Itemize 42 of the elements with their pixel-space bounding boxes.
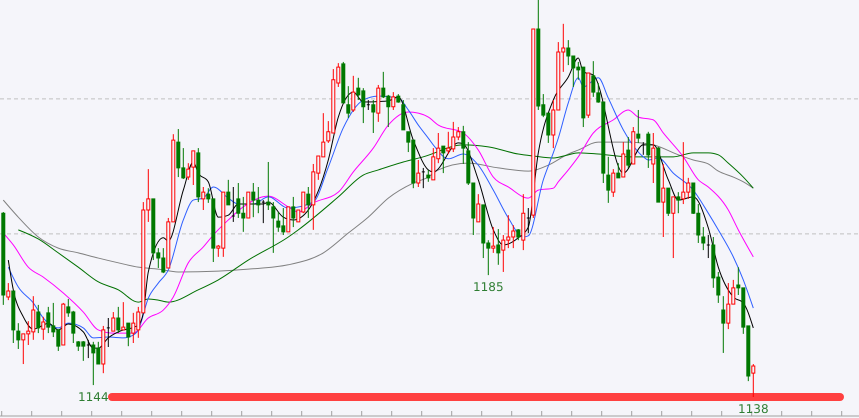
candlestick	[201, 186, 206, 211]
candlestick	[721, 296, 726, 354]
candlestick	[291, 196, 296, 228]
candlestick	[621, 142, 626, 178]
candlestick	[651, 132, 656, 184]
candlestick	[126, 322, 130, 347]
candlestick	[121, 302, 126, 330]
candlestick	[191, 150, 196, 186]
candlestick	[371, 100, 376, 134]
candlestick	[616, 162, 620, 178]
candlestick	[516, 228, 520, 241]
candlestick	[671, 196, 676, 259]
candlestick	[186, 162, 190, 180]
candlestick	[751, 364, 756, 398]
candlestick	[496, 228, 500, 266]
candlestick	[611, 168, 616, 198]
candlestick	[391, 92, 396, 110]
candlestick	[591, 60, 596, 98]
candlestick	[676, 192, 680, 214]
candlestick	[6, 282, 10, 301]
candlestick	[351, 75, 356, 112]
candlestick	[416, 159, 420, 188]
candlestick	[701, 226, 706, 251]
candlestick	[426, 169, 430, 182]
annotation: 1185	[473, 280, 504, 294]
candlestick	[346, 86, 350, 118]
candlestick	[661, 163, 666, 238]
candlestick	[606, 156, 610, 204]
candlestick	[636, 109, 640, 144]
candlestick	[116, 306, 120, 334]
candlestick	[36, 304, 40, 334]
annotation: 1138	[738, 402, 769, 416]
candlestick	[16, 322, 20, 350]
candlestick	[266, 161, 270, 211]
annotation: 1144	[78, 390, 109, 404]
candlestick	[111, 312, 116, 332]
candlestick	[271, 202, 276, 254]
candlestick	[476, 194, 480, 222]
candlestick	[306, 186, 310, 218]
candlestick	[226, 179, 230, 206]
candlestick	[491, 226, 496, 254]
candlestick	[41, 316, 46, 340]
